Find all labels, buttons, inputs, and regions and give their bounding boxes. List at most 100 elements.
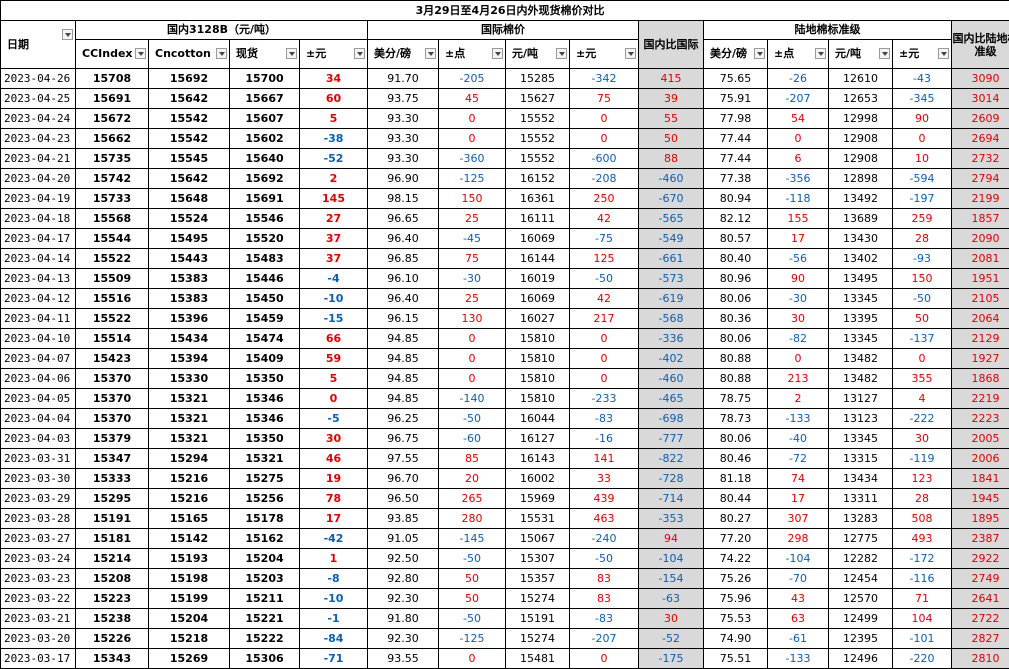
cell-yuan-t2[interactable]: 13482 [829, 349, 893, 369]
cell-ratio-intl[interactable]: 94 [639, 529, 704, 549]
cell-pts[interactable]: 45 [439, 89, 506, 109]
cell-change3[interactable]: -50 [893, 289, 952, 309]
cell-pts[interactable]: 25 [439, 289, 506, 309]
cell-change[interactable]: 59 [300, 349, 368, 369]
cell-ccindex[interactable]: 15347 [76, 449, 149, 469]
cell-yuan-t[interactable]: 16361 [506, 189, 570, 209]
cell-pts2[interactable]: 155 [768, 209, 829, 229]
cell-spot[interactable]: 15350 [230, 369, 300, 389]
cell-date[interactable]: 2023-04-11 [1, 309, 76, 329]
cell-change2[interactable]: -16 [570, 429, 639, 449]
cell-ratio-land[interactable]: 2219 [952, 389, 1009, 409]
cell-ratio-land[interactable]: 1868 [952, 369, 1009, 389]
cell-change3[interactable]: 90 [893, 109, 952, 129]
cell-date[interactable]: 2023-04-13 [1, 269, 76, 289]
col-header-pts2[interactable]: ±点 [768, 40, 829, 69]
cell-ratio-intl[interactable]: 50 [639, 129, 704, 149]
cell-pts2[interactable]: 0 [768, 349, 829, 369]
cell-pts2[interactable]: -133 [768, 649, 829, 669]
cell-change2[interactable]: -207 [570, 629, 639, 649]
cell-yuan-t2[interactable]: 12653 [829, 89, 893, 109]
cell-change[interactable]: 30 [300, 429, 368, 449]
filter-dropdown-icon[interactable] [556, 48, 567, 59]
cell-cncotton[interactable]: 15495 [149, 229, 230, 249]
cell-usd-lb[interactable]: 96.15 [368, 309, 439, 329]
cell-pts2[interactable]: 6 [768, 149, 829, 169]
cell-change[interactable]: 1 [300, 549, 368, 569]
cell-yuan-t[interactable]: 16069 [506, 229, 570, 249]
cell-ratio-intl[interactable]: -465 [639, 389, 704, 409]
cell-usd-lb2[interactable]: 75.53 [704, 609, 768, 629]
cell-change2[interactable]: 83 [570, 589, 639, 609]
cell-date[interactable]: 2023-04-23 [1, 129, 76, 149]
cell-change2[interactable]: 217 [570, 309, 639, 329]
cell-change3[interactable]: 0 [893, 129, 952, 149]
cell-change[interactable]: -8 [300, 569, 368, 589]
cell-spot[interactable]: 15346 [230, 389, 300, 409]
cell-spot[interactable]: 15602 [230, 129, 300, 149]
cell-change3[interactable]: 104 [893, 609, 952, 629]
cell-usd-lb2[interactable]: 80.36 [704, 309, 768, 329]
cell-usd-lb[interactable]: 93.30 [368, 109, 439, 129]
cell-ccindex[interactable]: 15691 [76, 89, 149, 109]
cell-change[interactable]: 17 [300, 509, 368, 529]
cell-ratio-intl[interactable]: -175 [639, 649, 704, 669]
cell-date[interactable]: 2023-03-24 [1, 549, 76, 569]
cell-spot[interactable]: 15700 [230, 69, 300, 89]
cell-yuan-t[interactable]: 15969 [506, 489, 570, 509]
cell-change[interactable]: -52 [300, 149, 368, 169]
cell-change3[interactable]: 28 [893, 489, 952, 509]
filter-dropdown-icon[interactable] [754, 48, 765, 59]
cell-usd-lb2[interactable]: 80.57 [704, 229, 768, 249]
cell-cncotton[interactable]: 15648 [149, 189, 230, 209]
cell-yuan-t2[interactable]: 12282 [829, 549, 893, 569]
col-header-yuan-t[interactable]: 元/吨 [506, 40, 570, 69]
cell-spot[interactable]: 15474 [230, 329, 300, 349]
cell-change3[interactable]: -197 [893, 189, 952, 209]
cell-ratio-land[interactable]: 1841 [952, 469, 1009, 489]
cell-usd-lb[interactable]: 96.90 [368, 169, 439, 189]
col-header-usd-lb2[interactable]: 美分/磅 [704, 40, 768, 69]
cell-pts[interactable]: 0 [439, 649, 506, 669]
cell-date[interactable]: 2023-04-17 [1, 229, 76, 249]
cell-change[interactable]: 46 [300, 449, 368, 469]
cell-yuan-t[interactable]: 16143 [506, 449, 570, 469]
cell-usd-lb[interactable]: 96.25 [368, 409, 439, 429]
cell-ratio-intl[interactable]: 39 [639, 89, 704, 109]
cell-ratio-intl[interactable]: -822 [639, 449, 704, 469]
cell-yuan-t[interactable]: 15307 [506, 549, 570, 569]
cell-cncotton[interactable]: 15204 [149, 609, 230, 629]
cell-pts2[interactable]: 90 [768, 269, 829, 289]
cell-pts2[interactable]: 30 [768, 309, 829, 329]
cell-change[interactable]: -42 [300, 529, 368, 549]
cell-ratio-land[interactable]: 2922 [952, 549, 1009, 569]
cell-date[interactable]: 2023-04-25 [1, 89, 76, 109]
cell-yuan-t2[interactable]: 13395 [829, 309, 893, 329]
cell-spot[interactable]: 15546 [230, 209, 300, 229]
col-header-cncotton[interactable]: Cncotton [149, 40, 230, 69]
cell-cncotton[interactable]: 15321 [149, 409, 230, 429]
cell-change3[interactable]: 4 [893, 389, 952, 409]
cell-spot[interactable]: 15211 [230, 589, 300, 609]
cell-change[interactable]: -71 [300, 649, 368, 669]
cell-change2[interactable]: 463 [570, 509, 639, 529]
cell-change2[interactable]: -50 [570, 549, 639, 569]
cell-change2[interactable]: -208 [570, 169, 639, 189]
cell-ccindex[interactable]: 15295 [76, 489, 149, 509]
cell-change[interactable]: 5 [300, 369, 368, 389]
cell-ccindex[interactable]: 15516 [76, 289, 149, 309]
cell-pts[interactable]: 265 [439, 489, 506, 509]
cell-ratio-land[interactable]: 3014 [952, 89, 1009, 109]
cell-pts[interactable]: 0 [439, 129, 506, 149]
cell-spot[interactable]: 15667 [230, 89, 300, 109]
cell-cncotton[interactable]: 15642 [149, 169, 230, 189]
cell-usd-lb2[interactable]: 77.20 [704, 529, 768, 549]
cell-usd-lb[interactable]: 98.15 [368, 189, 439, 209]
cell-change[interactable]: 78 [300, 489, 368, 509]
cell-usd-lb[interactable]: 92.80 [368, 569, 439, 589]
cell-cncotton[interactable]: 15542 [149, 129, 230, 149]
cell-change2[interactable]: -600 [570, 149, 639, 169]
cell-change2[interactable]: 125 [570, 249, 639, 269]
cell-usd-lb[interactable]: 96.70 [368, 469, 439, 489]
cell-cncotton[interactable]: 15396 [149, 309, 230, 329]
